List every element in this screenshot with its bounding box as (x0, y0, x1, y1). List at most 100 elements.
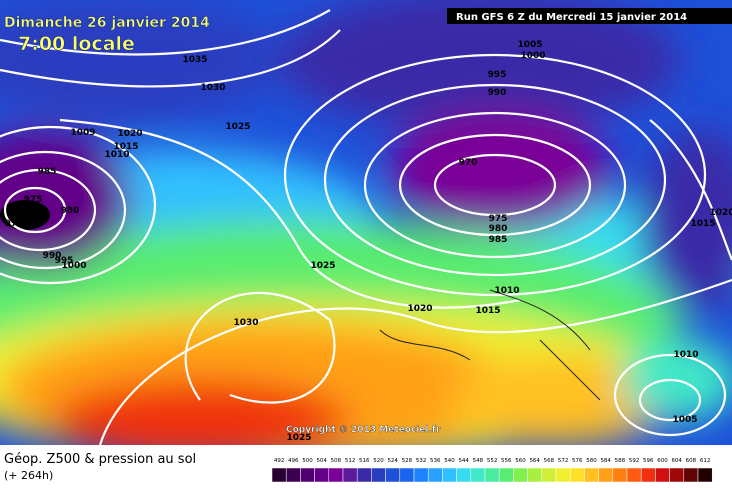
legend-swatch (328, 467, 344, 483)
isobar-label: 1030 (233, 318, 258, 328)
legend-level: 540 (444, 458, 455, 464)
legend-swatch (427, 467, 443, 483)
legend-level: 560 (515, 458, 526, 464)
legend-level: 516 (359, 458, 370, 464)
copyright: Copyright © 2013 Meteociel.fr (286, 425, 441, 435)
legend-swatch (413, 467, 429, 483)
legend-level: 500 (302, 458, 313, 464)
isobar-label: 1015 (475, 306, 500, 316)
legend-level: 580 (586, 458, 597, 464)
legend-level: 572 (558, 458, 569, 464)
legend-level: 508 (331, 458, 342, 464)
time-text: 7:00 locale (18, 33, 135, 55)
isobar-label: 975 (489, 214, 508, 224)
legend-level: 588 (615, 458, 626, 464)
legend-swatch (612, 467, 628, 483)
legend-swatch (314, 467, 330, 483)
isobar-label: 1000 (520, 51, 545, 61)
legend-swatch (399, 467, 415, 483)
isobar-label: 990 (488, 88, 507, 98)
legend-level: 548 (473, 458, 484, 464)
legend-level: 532 (416, 458, 427, 464)
legend-swatch (697, 467, 713, 483)
run-text: Run GFS 6 Z du Mercredi 15 janvier 2014 (456, 12, 687, 23)
legend-swatch (584, 467, 599, 483)
legend-swatch (569, 467, 585, 483)
legend-level: 612 (700, 458, 711, 464)
isobar-label: 1025 (286, 433, 311, 443)
legend-swatch (513, 467, 528, 483)
legend-level: 568 (544, 458, 555, 464)
isobar-label: 1020 (407, 304, 432, 314)
legend-level: 492 (274, 458, 285, 464)
isobar-label: 1005 (672, 415, 697, 425)
legend-swatch (527, 467, 543, 483)
legend-level: 556 (501, 458, 512, 464)
legend-swatch (470, 467, 486, 483)
weather-map: Run GFS 6 Z du Mercredi 15 janvier 2014 … (0, 0, 732, 445)
legend-level: 520 (373, 458, 384, 464)
isobar-label: 980 (61, 206, 80, 216)
legend-swatch (484, 467, 500, 483)
legend-level: 504 (316, 458, 327, 464)
legend-level: 552 (487, 458, 498, 464)
legend-swatch (541, 467, 557, 483)
legend-swatch (285, 467, 301, 483)
isobar-label: 1020 (709, 208, 732, 218)
legend-swatch (655, 467, 670, 483)
run-banner (447, 8, 732, 24)
legend-level: 604 (671, 458, 682, 464)
isobar-label: 985 (38, 167, 57, 177)
legend-swatch (300, 467, 315, 483)
legend-level: 608 (686, 458, 697, 464)
legend-swatch (683, 467, 699, 483)
isobar-label: 1030 (200, 83, 225, 93)
legend-lead: (+ 264h) (4, 469, 53, 482)
isobar-label: 1009 (70, 128, 95, 138)
legend-swatch (640, 467, 656, 483)
isobar-label: 1025 (310, 261, 335, 271)
isobar-label: 1000 (61, 261, 86, 271)
isobar-label: 1010 (673, 350, 698, 360)
isobar-label: 995 (55, 256, 74, 266)
isobar-label: 1015 (690, 219, 715, 229)
legend-swatch (385, 467, 401, 483)
legend-swatch (442, 467, 457, 483)
isobar-label: 980 (489, 224, 508, 234)
legend-swatch (669, 467, 685, 483)
isobar-label: 970 (459, 158, 478, 168)
isobar-label: 985 (489, 235, 508, 245)
legend-swatch (371, 467, 386, 483)
isobar-label: 1020 (117, 129, 142, 139)
legend-title: Géop. Z500 & pression au sol (4, 452, 196, 467)
legend-level: 600 (657, 458, 668, 464)
isobar-label: 1035 (182, 55, 207, 65)
legend-level: 536 (430, 458, 441, 464)
legend-level: 564 (529, 458, 540, 464)
legend-level: 496 (288, 458, 299, 464)
date-text: Dimanche 26 janvier 2014 (4, 15, 210, 31)
legend-level: 524 (387, 458, 398, 464)
legend-level: 576 (572, 458, 583, 464)
isobar-label: 995 (488, 70, 507, 80)
isobar-label: 1015 (113, 142, 138, 152)
legend-bar: Géop. Z500 & pression au sol (+ 264h) 49… (4, 452, 713, 483)
legend-level: 528 (402, 458, 413, 464)
legend-level: 512 (345, 458, 356, 464)
legend-swatch (271, 467, 287, 483)
legend-swatch (498, 467, 514, 483)
legend-swatch (356, 467, 372, 483)
legend-swatch (555, 467, 571, 483)
isobar-label: 1010 (494, 286, 519, 296)
isobar-label: 970 (5, 219, 24, 229)
legend-swatch (342, 467, 358, 483)
isobar-label: 1005 (517, 40, 542, 50)
legend-level: 592 (629, 458, 640, 464)
isobar-label: 1025 (225, 122, 250, 132)
isobar-label: 1010 (104, 150, 129, 160)
isobar-label: 990 (43, 251, 62, 261)
legend-swatch (626, 467, 642, 483)
legend-level: 544 (458, 458, 469, 464)
isobar-label: 975 (24, 195, 43, 205)
